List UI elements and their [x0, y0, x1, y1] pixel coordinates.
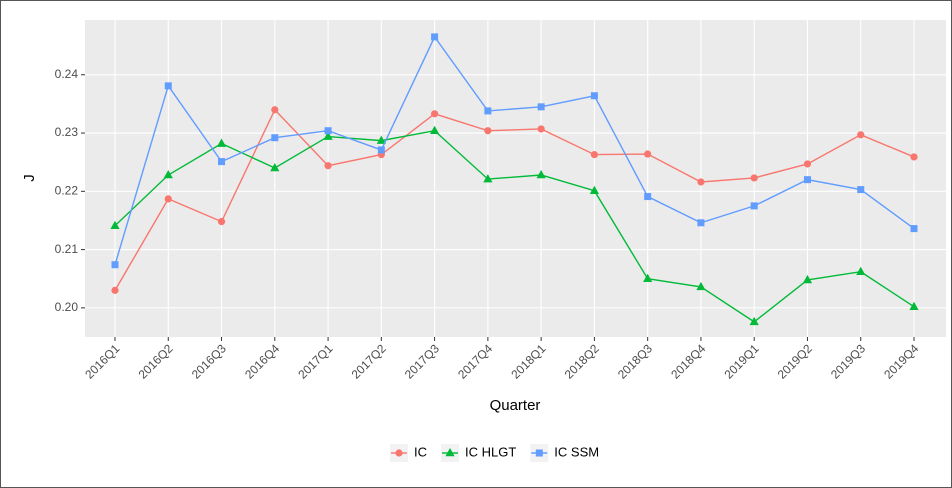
data-point: [697, 219, 705, 227]
data-point: [430, 125, 440, 135]
legend-marker: [535, 449, 543, 457]
data-point: [324, 162, 332, 170]
data-point: [644, 150, 652, 158]
data-point: [643, 273, 653, 283]
data-point: [431, 110, 439, 118]
data-point: [589, 185, 599, 195]
data-point: [802, 274, 813, 284]
legend-label: IC HLGT: [465, 444, 516, 459]
data-point: [750, 202, 758, 210]
y-tick-label: 0.22: [55, 183, 79, 197]
data-point: [216, 138, 227, 147]
y-tick-label: 0.20: [55, 300, 79, 314]
data-point: [323, 131, 333, 140]
data-point: [431, 33, 439, 41]
data-point: [484, 107, 492, 115]
data-point: [590, 92, 598, 100]
data-point: [909, 301, 919, 310]
panel: [85, 20, 946, 337]
data-point: [750, 174, 758, 182]
data-point: [910, 153, 918, 161]
data-point: [163, 170, 173, 179]
data-point: [536, 170, 546, 179]
data-point: [537, 103, 545, 111]
data-point: [803, 176, 811, 184]
data-point: [857, 186, 865, 194]
y-tick-label: 0.23: [55, 125, 79, 139]
series-line: [114, 35, 915, 265]
data-point: [324, 127, 332, 135]
data-point: [910, 225, 918, 233]
series-line: [114, 108, 915, 291]
y-axis-title: J: [21, 174, 38, 182]
data-point: [856, 266, 866, 276]
data-point: [857, 131, 865, 139]
data-point: [218, 158, 226, 166]
data-point: [164, 82, 172, 90]
data-point: [111, 261, 119, 269]
legend-label: IC: [414, 444, 427, 459]
data-point: [271, 106, 279, 114]
data-point: [803, 160, 812, 168]
data-point: [164, 195, 172, 203]
y-tick-label: 0.21: [55, 242, 79, 256]
data-point: [110, 220, 120, 230]
legend-label: IC SSM: [554, 444, 599, 459]
data-point: [696, 281, 706, 291]
legend-marker: [445, 448, 455, 457]
data-point: [644, 193, 652, 201]
data-point: [590, 151, 599, 159]
data-point: [537, 125, 545, 133]
y-tick-label: 0.24: [55, 67, 79, 81]
data-point: [483, 174, 493, 183]
data-point: [270, 163, 280, 172]
data-point: [217, 218, 226, 226]
data-point: [484, 127, 492, 135]
data-point: [377, 146, 385, 154]
data-point: [749, 316, 759, 326]
data-point: [697, 178, 705, 186]
x-axis-title: Quarter: [490, 397, 541, 414]
series-line: [114, 129, 915, 323]
legend-marker: [395, 449, 403, 457]
data-point: [111, 286, 119, 294]
data-point: [376, 135, 386, 144]
data-point: [271, 134, 279, 142]
